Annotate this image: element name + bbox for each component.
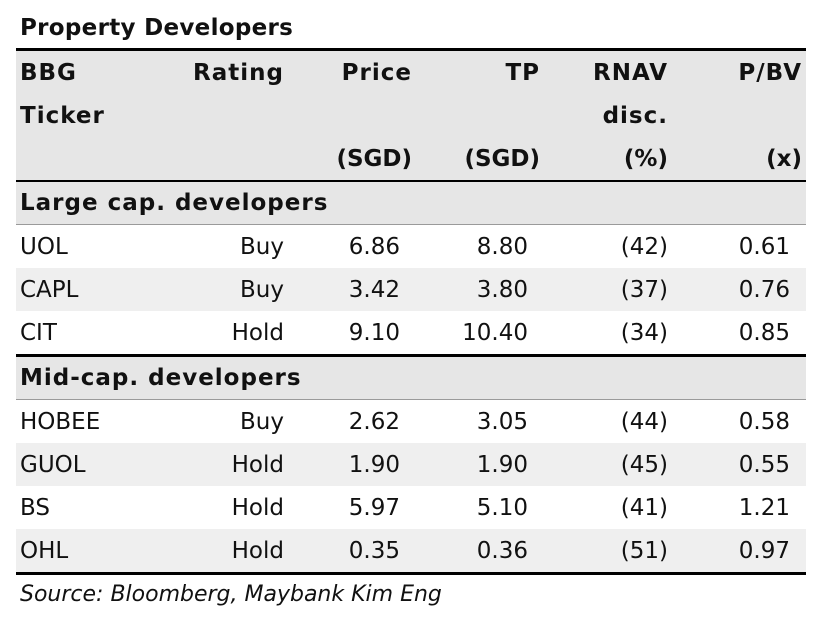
developers-table: BBG Rating Price TP RNAV P/BV Ticker dis… — [16, 51, 806, 575]
table-title: Property Developers — [16, 8, 806, 51]
header-pbv-unit: (x) — [672, 137, 806, 182]
cell-pbv: 0.55 — [672, 443, 806, 486]
cell-rating: Hold — [231, 494, 284, 521]
table-row: CAPL Buy 3.42 3.80 (37) 0.76 — [16, 268, 806, 311]
cell-tp: 3.05 — [476, 408, 528, 435]
header-rating: Rating — [146, 51, 288, 94]
cell-rating: Buy — [240, 408, 284, 435]
header-rnav-unit: (%) — [544, 137, 672, 182]
header-empty — [16, 137, 146, 182]
table-body: Large cap. developers UOL Buy 6.86 8.80 … — [16, 181, 806, 575]
cell-rnav: (37) — [544, 268, 672, 311]
table-header: BBG Rating Price TP RNAV P/BV Ticker dis… — [16, 51, 806, 182]
cell-tp: 5.10 — [476, 494, 528, 521]
cell-rnav: (34) — [620, 319, 668, 346]
header-ticker: Ticker — [16, 94, 146, 137]
table-row: UOL Buy 6.86 8.80 (42) 0.61 — [16, 225, 806, 269]
cell-rnav: (51) — [544, 529, 672, 575]
cell-rnav: (42) — [620, 233, 668, 260]
table-row: GUOL Hold 1.90 1.90 (45) 0.55 — [16, 443, 806, 486]
header-disc: disc. — [544, 94, 672, 137]
section-label: Large cap. developers — [16, 181, 806, 225]
table-row: CIT Hold 9.10 10.40 (34) 0.85 — [16, 311, 806, 356]
cell-rnav: (41) — [620, 494, 668, 521]
header-empty — [146, 94, 288, 137]
cell-pbv: 0.85 — [738, 319, 790, 346]
cell-pbv: 0.76 — [672, 268, 806, 311]
cell-tp: 1.90 — [416, 443, 544, 486]
cell-tp: 0.36 — [416, 529, 544, 575]
section-header-mid-cap: Mid-cap. developers — [16, 354, 806, 400]
table-row: BS Hold 5.97 5.10 (41) 1.21 — [16, 486, 806, 529]
cell-pbv: 0.58 — [738, 408, 790, 435]
header-row-1: BBG Rating Price TP RNAV P/BV — [16, 51, 806, 94]
cell-rating: Hold — [146, 443, 288, 486]
header-empty — [288, 94, 416, 137]
header-bbg: BBG — [16, 51, 146, 94]
header-row-2: Ticker disc. — [16, 94, 806, 137]
cell-rating: Hold — [146, 529, 288, 575]
cell-pbv: 1.21 — [738, 494, 790, 521]
header-tp-unit: (SGD) — [416, 137, 544, 182]
cell-price: 6.86 — [348, 233, 400, 260]
table-row: OHL Hold 0.35 0.36 (51) 0.97 — [16, 529, 806, 575]
cell-price: 3.42 — [288, 268, 416, 311]
source-note: Source: Bloomberg, Maybank Kim Eng — [20, 582, 442, 607]
cell-ticker: GUOL — [16, 443, 146, 486]
header-price-unit: (SGD) — [288, 137, 416, 182]
cell-pbv: 0.61 — [738, 233, 790, 260]
cell-ticker: BS — [20, 494, 50, 521]
cell-tp: 10.40 — [462, 319, 528, 346]
header-pbv: P/BV — [672, 51, 806, 94]
cell-ticker: UOL — [20, 233, 68, 260]
cell-tp: 8.80 — [476, 233, 528, 260]
cell-pbv: 0.97 — [672, 529, 806, 575]
cell-price: 2.62 — [348, 408, 400, 435]
cell-price: 9.10 — [348, 319, 400, 346]
property-developers-table-block: Property Developers BBG Rating Price TP … — [16, 8, 806, 615]
cell-rating: Hold — [231, 319, 284, 346]
table-row: HOBEE Buy 2.62 3.05 (44) 0.58 — [16, 400, 806, 444]
cell-rating: Buy — [146, 268, 288, 311]
cell-price: 0.35 — [288, 529, 416, 575]
header-empty — [146, 137, 288, 182]
header-empty — [416, 94, 544, 137]
cell-price: 5.97 — [348, 494, 400, 521]
cell-ticker: CIT — [20, 319, 57, 346]
header-price: Price — [288, 51, 416, 94]
header-tp: TP — [416, 51, 544, 94]
header-row-3: (SGD) (SGD) (%) (x) — [16, 137, 806, 182]
cell-rnav: (44) — [620, 408, 668, 435]
cell-rnav: (45) — [544, 443, 672, 486]
header-empty — [672, 94, 806, 137]
section-label: Mid-cap. developers — [16, 354, 806, 400]
cell-rating: Buy — [240, 233, 284, 260]
header-rnav: RNAV — [544, 51, 672, 94]
cell-ticker: OHL — [16, 529, 146, 575]
cell-tp: 3.80 — [416, 268, 544, 311]
cell-price: 1.90 — [288, 443, 416, 486]
cell-ticker: HOBEE — [20, 408, 101, 435]
section-header-large-cap: Large cap. developers — [16, 181, 806, 225]
cell-ticker: CAPL — [16, 268, 146, 311]
